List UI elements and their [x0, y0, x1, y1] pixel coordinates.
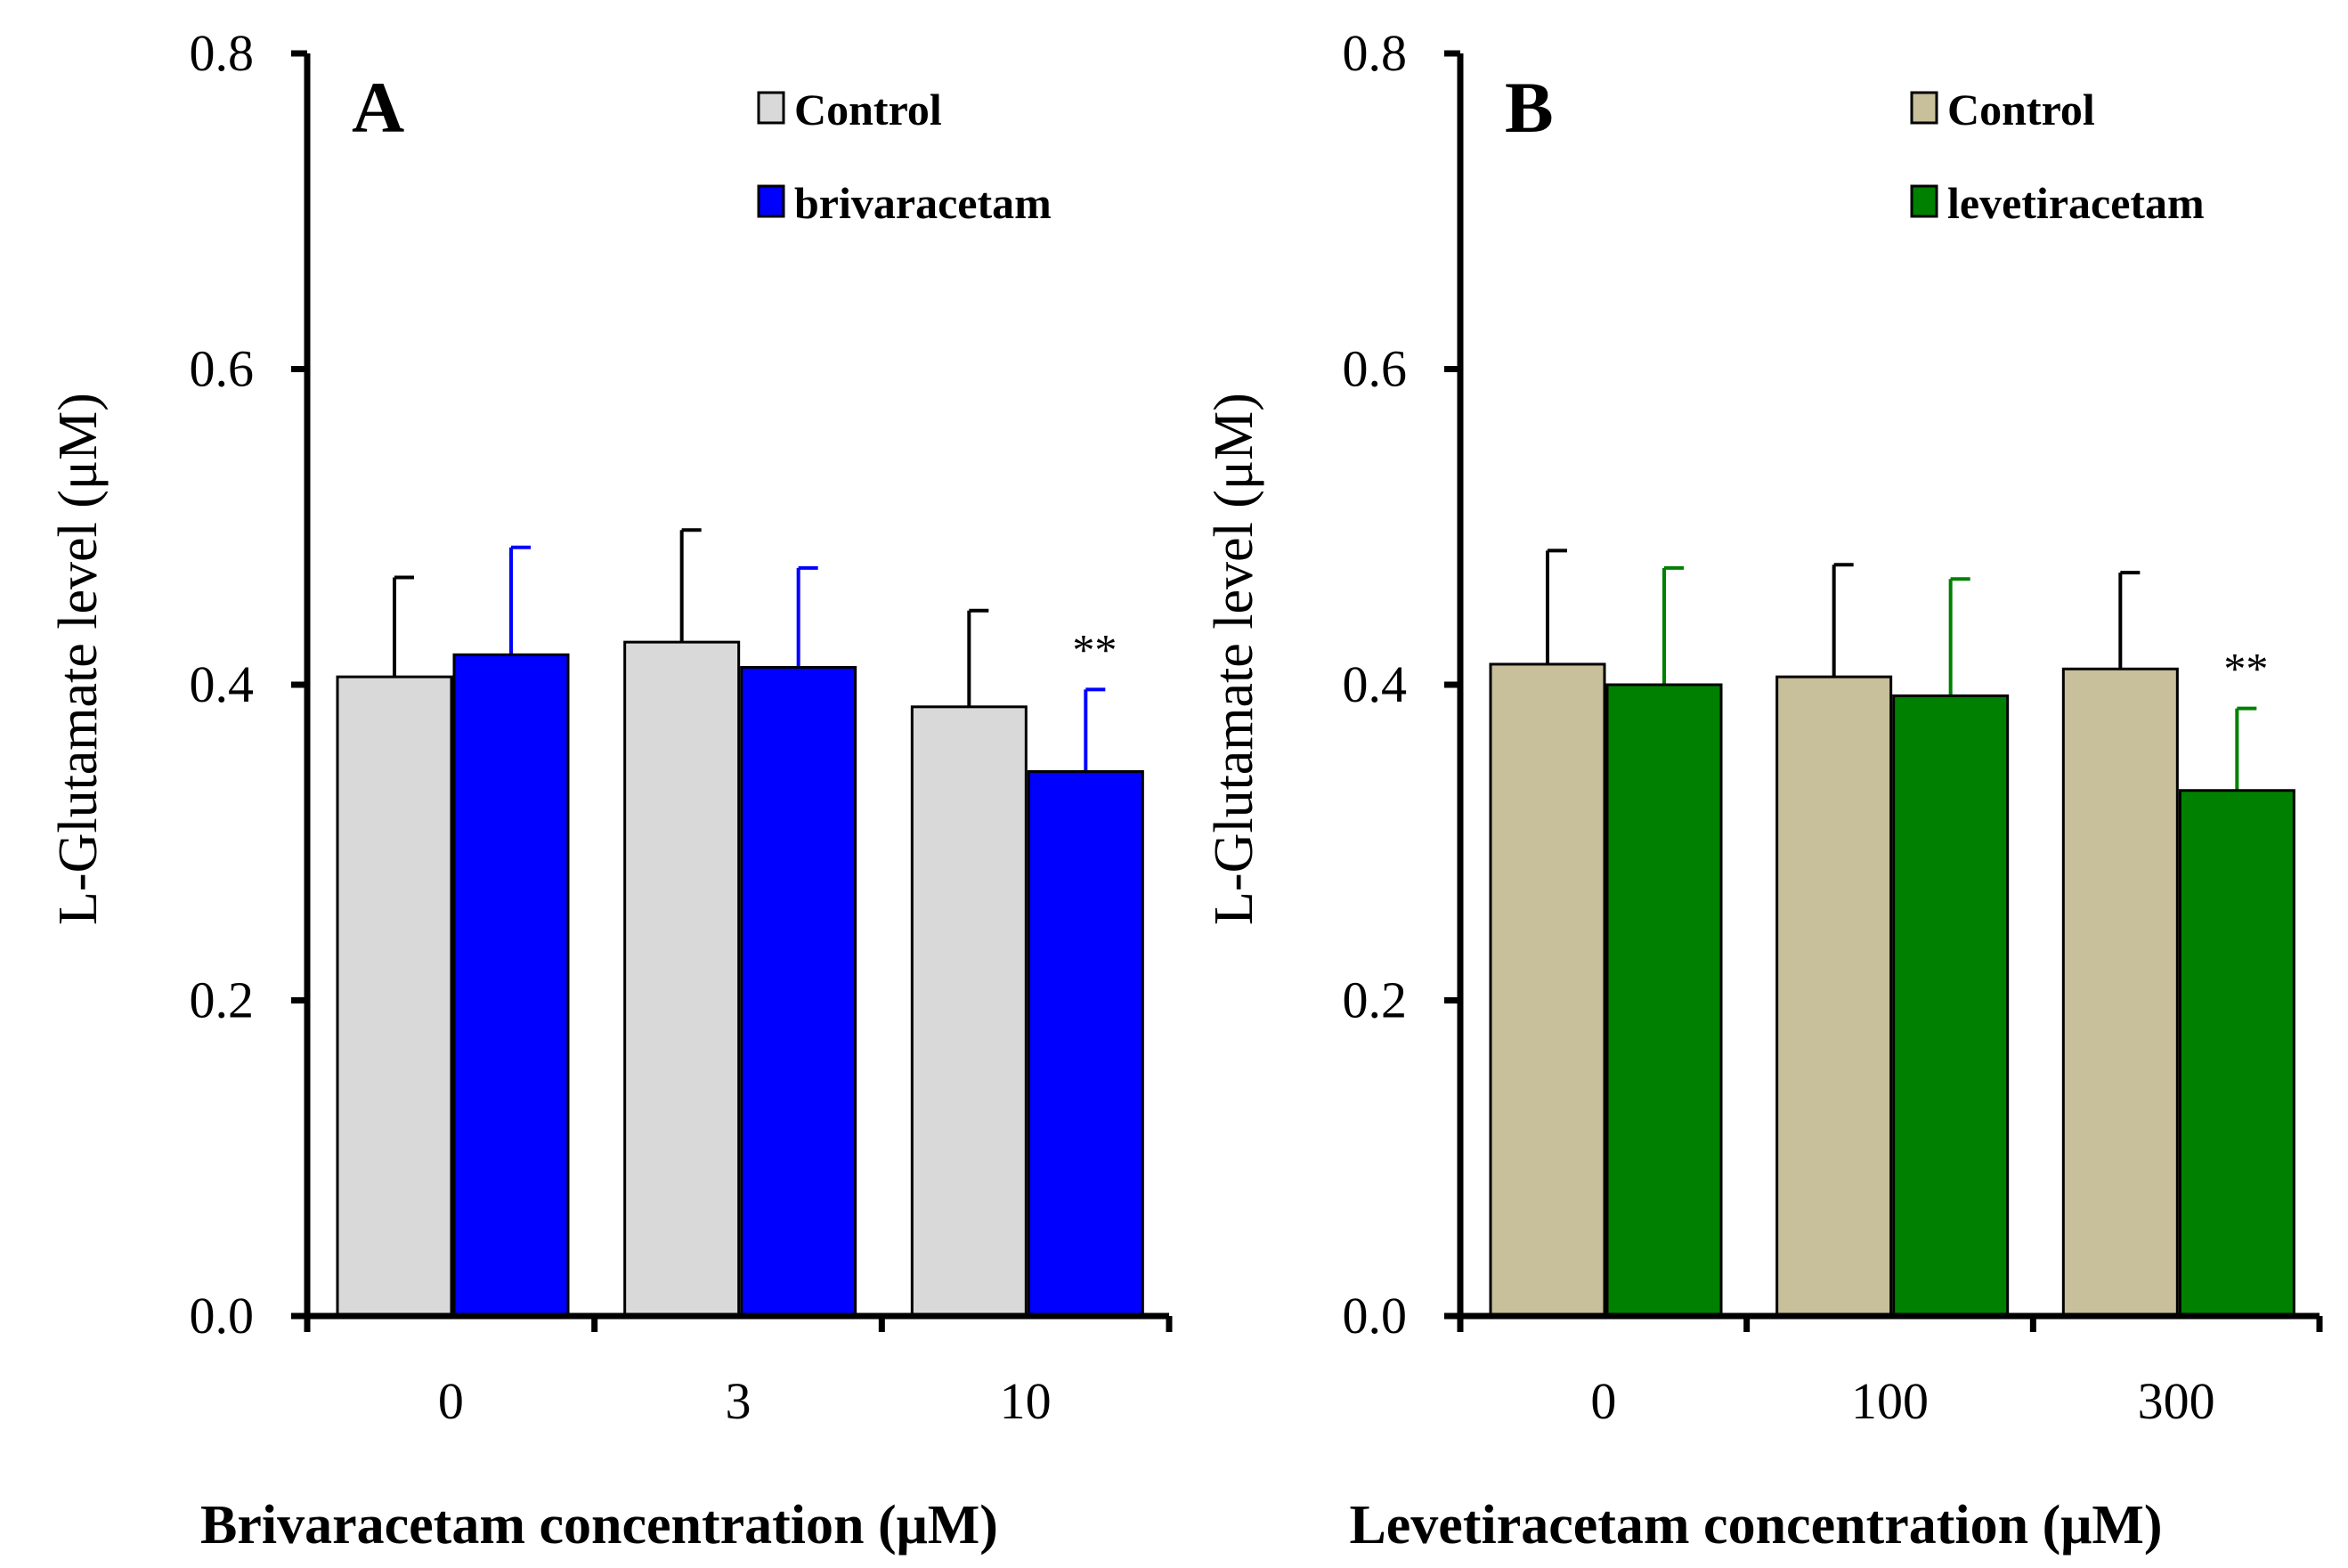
- y-tick-label: 0.4: [1343, 655, 1408, 713]
- bar: [452, 653, 570, 1318]
- y-tick-label: 0.2: [190, 971, 255, 1029]
- bar: [1605, 683, 1723, 1318]
- x-tick-label: 100: [1851, 1372, 1929, 1430]
- legend-swatch: [757, 91, 785, 125]
- bar: [2178, 789, 2295, 1318]
- y-tick-label: 0.6: [1343, 340, 1408, 398]
- x-tick-label: 300: [2138, 1372, 2215, 1430]
- significance-marker: **: [2223, 644, 2268, 694]
- bar: [1775, 675, 1893, 1318]
- bar: [2061, 667, 2179, 1318]
- legend-swatch: [1910, 91, 1938, 125]
- x-tick-label: 10: [1000, 1372, 1052, 1430]
- bar: [336, 675, 453, 1318]
- panel-letter: B: [1505, 67, 1554, 148]
- bar: [623, 640, 741, 1318]
- significance-marker: **: [1072, 624, 1117, 674]
- x-tick-label: 3: [726, 1372, 752, 1430]
- legend-swatch: [1910, 184, 1938, 218]
- y-axis-title: L-Glutamate level (μM): [1204, 393, 1264, 925]
- panel-a: A L-Glutamate level (μM) Brivaracetam co…: [48, 24, 1173, 1556]
- y-tick-label: 0.6: [190, 340, 255, 398]
- bar: [1027, 769, 1144, 1318]
- x-tick-label: 0: [438, 1372, 464, 1430]
- y-tick-label: 0.8: [190, 24, 255, 82]
- y-tick-label: 0.0: [190, 1287, 255, 1345]
- bar: [910, 705, 1028, 1318]
- panel-b: B L-Glutamate level (μM) Levetiracetam c…: [1204, 24, 2323, 1556]
- bar: [740, 666, 857, 1318]
- x-tick-label: 0: [1590, 1372, 1616, 1430]
- x-axis-title: Brivaracetam concentration (μM): [200, 1495, 998, 1556]
- legend-swatch: [757, 184, 785, 218]
- x-axis-title: Levetiracetam concentration (μM): [1349, 1495, 2162, 1556]
- legend-label: levetiracetam: [1947, 178, 2205, 228]
- y-tick-label: 0.0: [1343, 1287, 1408, 1345]
- y-axis-title: L-Glutamate level (μM): [48, 393, 109, 925]
- legend-label: brivaracetam: [794, 178, 1052, 228]
- legend-label: Control: [1947, 85, 2095, 134]
- bar: [1892, 694, 2010, 1318]
- y-tick-label: 0.4: [190, 655, 255, 713]
- legend-label: Control: [794, 85, 942, 134]
- y-tick-label: 0.8: [1343, 24, 1408, 82]
- bar: [1489, 662, 1606, 1318]
- y-tick-label: 0.2: [1343, 971, 1408, 1029]
- panel-letter: A: [352, 67, 404, 148]
